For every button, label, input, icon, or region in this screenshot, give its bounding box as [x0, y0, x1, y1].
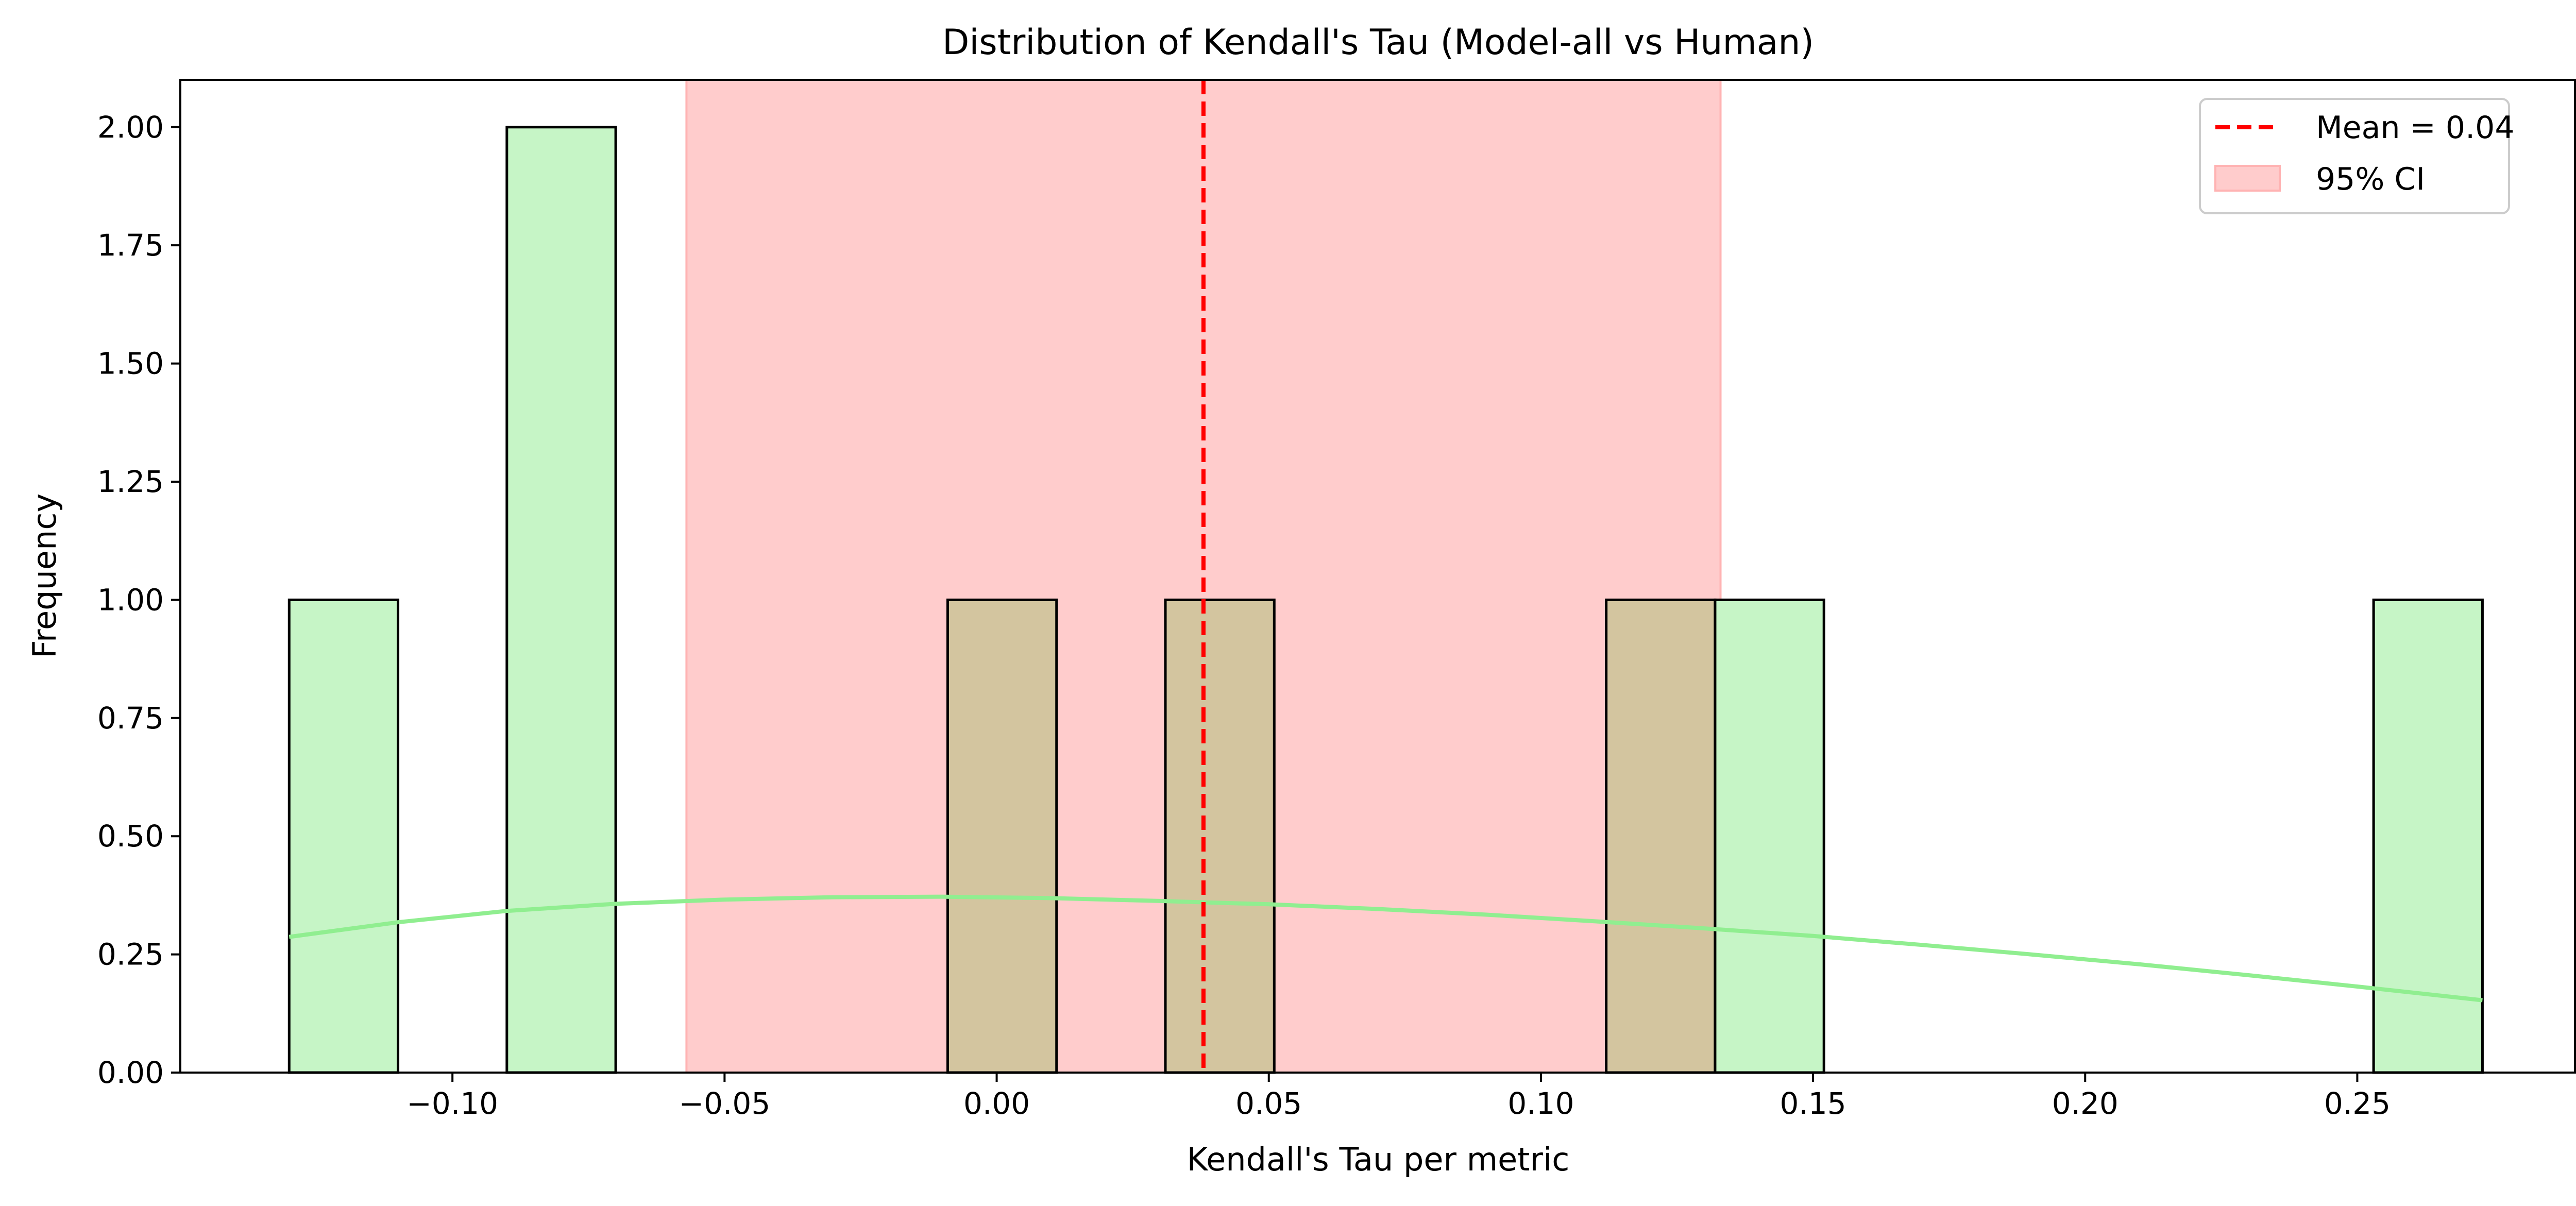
x-tick-label: 0.25 — [2324, 1086, 2391, 1121]
kde-curve — [289, 894, 2483, 1003]
y-tick-label: 2.00 — [97, 110, 164, 145]
x-axis-ticks: −0.10 −0.05 0.00 0.05 0.10 0.15 0.20 0.25 — [406, 1073, 2391, 1121]
x-tick-label: 0.20 — [2052, 1086, 2119, 1121]
chart-title: Distribution of Kendall's Tau (Model-all… — [942, 22, 1814, 63]
legend-ci-swatch — [2214, 165, 2281, 192]
x-tick-label: 0.05 — [1235, 1086, 1302, 1121]
histogram-bar-5 — [1714, 598, 1825, 1074]
histogram-bar-4 — [1605, 598, 1717, 1074]
y-tick-label: 0.50 — [97, 819, 164, 854]
x-tick-label: 0.00 — [963, 1086, 1030, 1121]
legend-mean-label: Mean = 0.04 — [2316, 110, 2515, 146]
x-tick-label: −0.10 — [406, 1086, 498, 1121]
x-tick-label: 0.15 — [1780, 1086, 1846, 1121]
y-tick-label: 0.00 — [97, 1055, 164, 1090]
y-tick-label: 0.75 — [97, 701, 164, 736]
y-tick-label: 1.00 — [97, 582, 164, 617]
histogram-bar-6 — [2372, 598, 2484, 1074]
y-axis-label: Frequency — [26, 494, 63, 658]
plot-area — [179, 79, 2576, 1074]
histogram-bar-2 — [946, 598, 1058, 1074]
kde-curve-layer — [289, 894, 2483, 1003]
axes-frame — [179, 79, 2576, 1074]
y-tick-label: 1.75 — [97, 228, 164, 263]
y-axis-ticks: 0.00 0.25 0.50 0.75 1.00 1.25 1.50 1.75 2.00 — [97, 110, 180, 1090]
legend-ci-label: 95% CI — [2316, 161, 2425, 197]
y-tick-label: 1.50 — [97, 346, 164, 381]
x-tick-label: −0.05 — [679, 1086, 770, 1121]
x-axis-label: Kendall's Tau per metric — [1187, 1141, 1570, 1178]
histogram-bar-1 — [505, 126, 617, 1074]
x-tick-label: 0.10 — [1507, 1086, 1574, 1121]
y-tick-label: 1.25 — [97, 464, 164, 499]
y-tick-label: 0.25 — [97, 937, 164, 972]
histogram-bar-3 — [1164, 598, 1276, 1074]
histogram-bars — [287, 126, 2484, 1074]
histogram-bar-0 — [287, 598, 400, 1074]
legend: Mean = 0.04 95% CI — [2199, 98, 2515, 214]
